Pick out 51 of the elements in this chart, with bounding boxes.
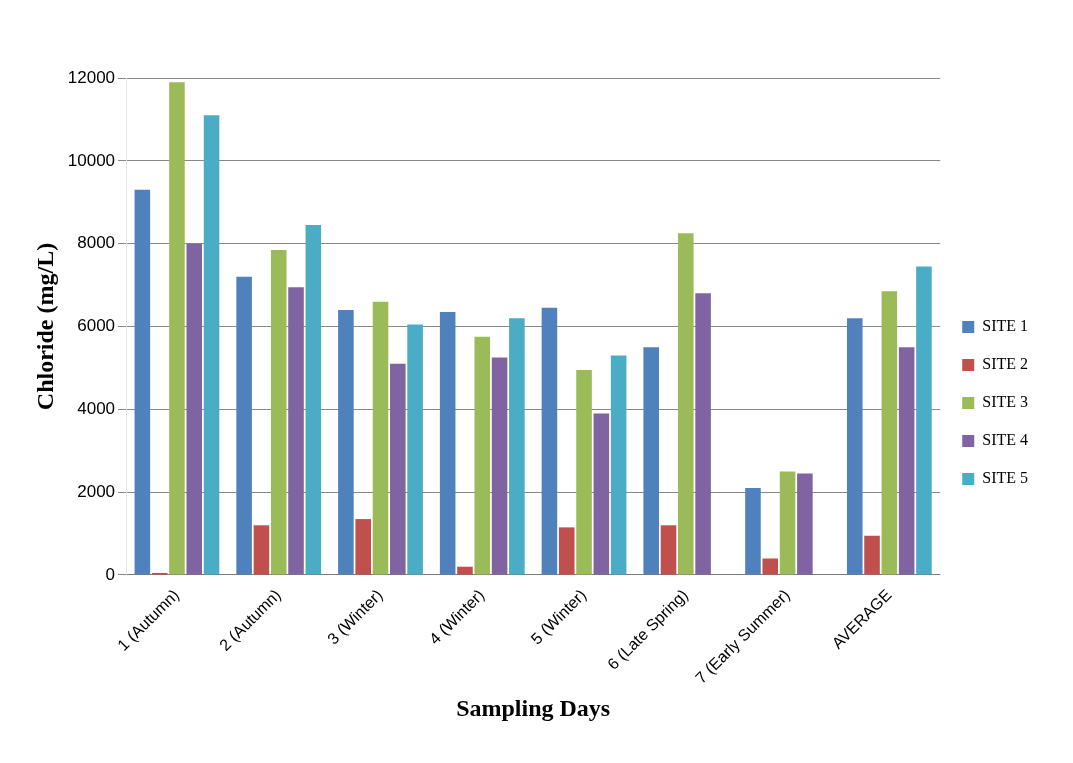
bar <box>338 309 354 575</box>
legend-label: SITE 5 <box>982 469 1029 487</box>
bar <box>439 312 456 575</box>
bar <box>474 336 491 575</box>
bar <box>372 301 389 575</box>
bar <box>898 347 915 575</box>
bar <box>916 266 932 575</box>
legend-label: SITE 3 <box>982 393 1029 411</box>
bar <box>779 471 796 575</box>
legend-label: SITE 1 <box>982 317 1029 335</box>
bar <box>203 115 220 575</box>
bar <box>355 519 371 575</box>
bar <box>509 318 525 575</box>
legend-label: SITE 2 <box>982 355 1029 373</box>
bar <box>797 473 813 575</box>
y-tick-label: 0 <box>105 564 116 584</box>
x-axis-title: Sampling Days <box>456 694 611 721</box>
bar <box>610 355 627 575</box>
bar <box>864 535 880 575</box>
y-axis-title: Chloride (mg/L) <box>31 242 58 411</box>
bar <box>593 413 610 575</box>
y-tick-label: 10000 <box>67 150 116 170</box>
y-tick-label: 6000 <box>77 316 116 336</box>
bar <box>695 293 711 575</box>
bar <box>390 363 406 575</box>
bar <box>541 307 558 575</box>
bar <box>745 488 761 575</box>
bar <box>236 276 252 575</box>
bar <box>643 347 659 575</box>
bar <box>762 558 779 575</box>
y-tick-label: 4000 <box>77 399 116 419</box>
legend-label: SITE 4 <box>982 431 1029 449</box>
y-tick-label: 2000 <box>77 481 116 501</box>
bar <box>134 189 151 575</box>
bar <box>576 369 592 575</box>
bar <box>678 233 694 575</box>
bar <box>186 243 203 575</box>
bar <box>846 318 863 575</box>
bar <box>253 525 270 575</box>
bar <box>305 225 322 575</box>
y-tick-label: 8000 <box>77 233 116 253</box>
bar <box>558 527 575 575</box>
bar <box>407 324 423 575</box>
y-tick-label: 12000 <box>67 67 116 87</box>
bar <box>270 249 287 575</box>
bar <box>660 525 677 575</box>
bar <box>457 566 473 575</box>
bar <box>881 291 898 575</box>
bar <box>288 287 304 575</box>
bar <box>491 357 508 575</box>
bar <box>169 82 185 575</box>
